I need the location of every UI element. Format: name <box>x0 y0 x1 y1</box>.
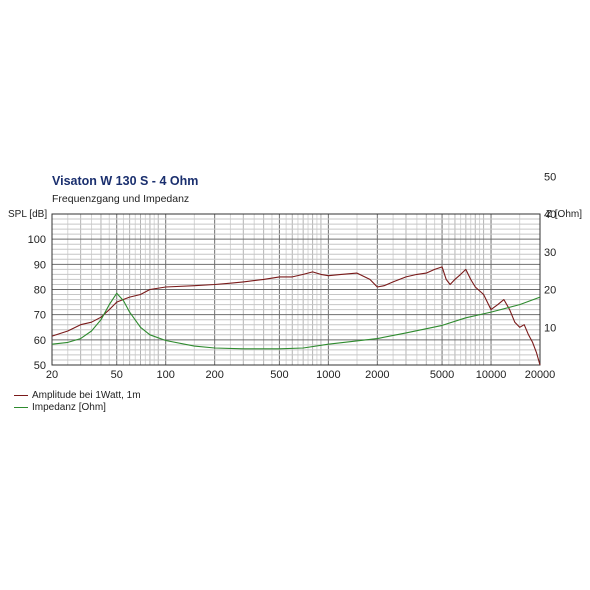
y-right-tick-label: 10 <box>544 322 556 334</box>
y-left-tick-label: 90 <box>34 259 46 271</box>
y-left-tick-label: 70 <box>34 310 46 322</box>
legend-item-amplitude: Amplitude bei 1Watt, 1m <box>14 390 141 401</box>
y-right-tick-label: 50 <box>544 171 556 183</box>
y-left-tick-label: 80 <box>34 285 46 297</box>
x-tick-label: 20 <box>46 369 58 381</box>
chart-title: Visaton W 130 S - 4 Ohm <box>52 174 199 188</box>
x-tick-label: 500 <box>270 369 288 381</box>
y-left-tick-label: 60 <box>34 335 46 347</box>
y-right-tick-label: 30 <box>544 247 556 259</box>
x-tick-label: 1000 <box>316 369 340 381</box>
legend-swatch-amplitude <box>14 395 28 396</box>
series-line-amplitude <box>51 266 541 366</box>
x-tick-label: 50 <box>111 369 123 381</box>
plot-frame <box>51 213 541 366</box>
y-right-tick-label: 40 <box>544 209 556 221</box>
chart-subtitle: Frequenzgang und Impedanz <box>52 193 190 205</box>
y-right-axis-label: Z [Ohm] <box>546 209 582 220</box>
legend-swatch-impedance <box>14 407 28 408</box>
x-tick-label: 5000 <box>430 369 454 381</box>
y-left-axis-label: SPL [dB] <box>8 209 47 220</box>
series-line-impedance <box>51 292 541 350</box>
y-right-tick-label: 20 <box>544 285 556 297</box>
x-tick-label: 2000 <box>365 369 389 381</box>
y-left-tick-label: 100 <box>28 234 46 246</box>
y-left-tick-label: 50 <box>34 360 46 372</box>
x-tick-label: 10000 <box>476 369 507 381</box>
legend-label-impedance: Impedanz [Ohm] <box>32 402 106 413</box>
legend-item-impedance: Impedanz [Ohm] <box>14 402 106 413</box>
legend-label-amplitude: Amplitude bei 1Watt, 1m <box>32 390 141 401</box>
x-tick-label: 100 <box>157 369 175 381</box>
x-tick-label: 20000 <box>525 369 556 381</box>
x-tick-label: 200 <box>205 369 223 381</box>
